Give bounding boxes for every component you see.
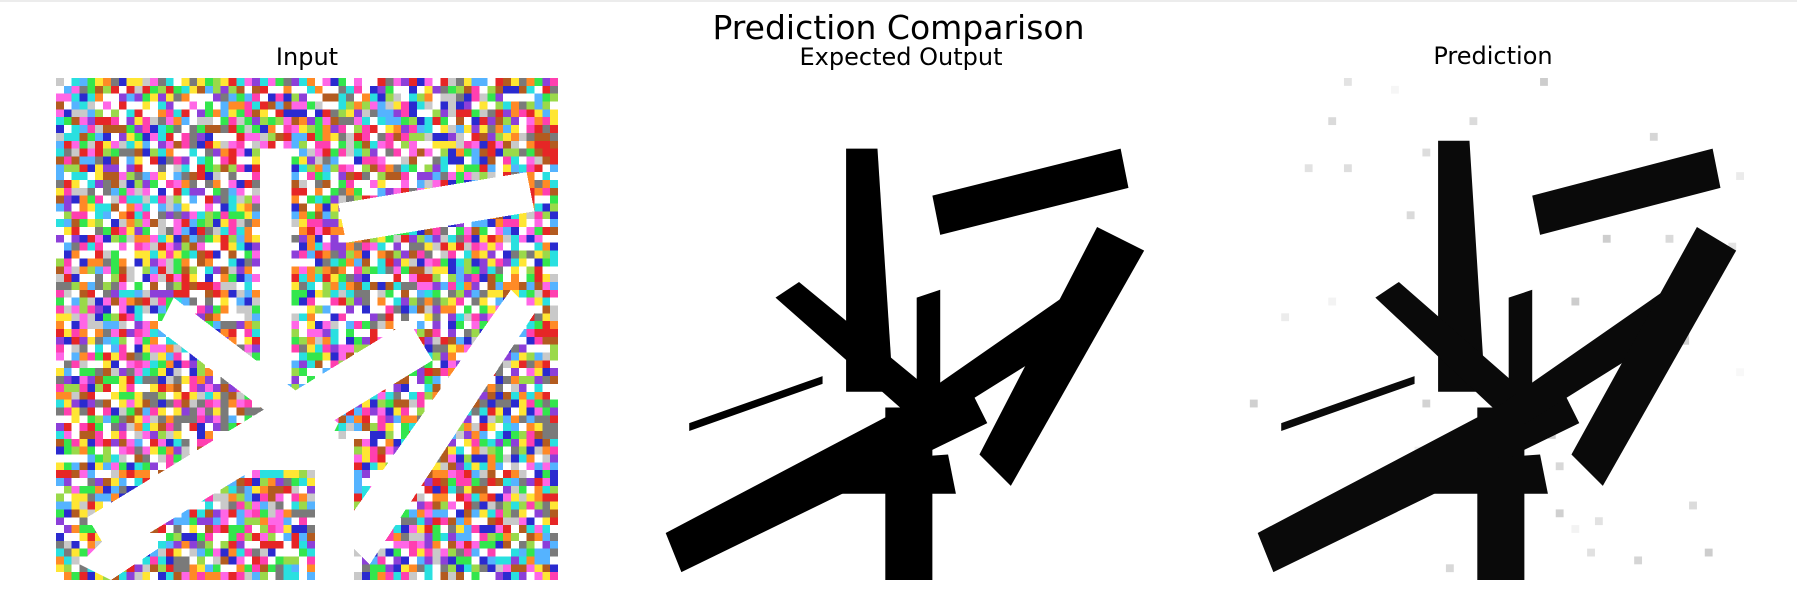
expected-strokes bbox=[665, 148, 1145, 580]
expected-output-svg bbox=[665, 148, 1145, 580]
prediction-svg bbox=[1249, 78, 1744, 580]
prediction-image bbox=[1242, 78, 1744, 580]
clean-regions bbox=[79, 148, 535, 580]
expected-output-image bbox=[650, 78, 1152, 580]
panel-title-expected-output: Expected Output bbox=[799, 43, 1003, 71]
input-image bbox=[56, 78, 558, 580]
prediction-strokes bbox=[1257, 140, 1737, 580]
panel-title-input: Input bbox=[275, 43, 339, 71]
panel-title-prediction: Prediction bbox=[1433, 42, 1553, 70]
figure-top-border bbox=[0, 0, 1797, 2]
figure-title: Prediction Comparison bbox=[712, 8, 1085, 47]
input-image-svg bbox=[56, 78, 558, 580]
